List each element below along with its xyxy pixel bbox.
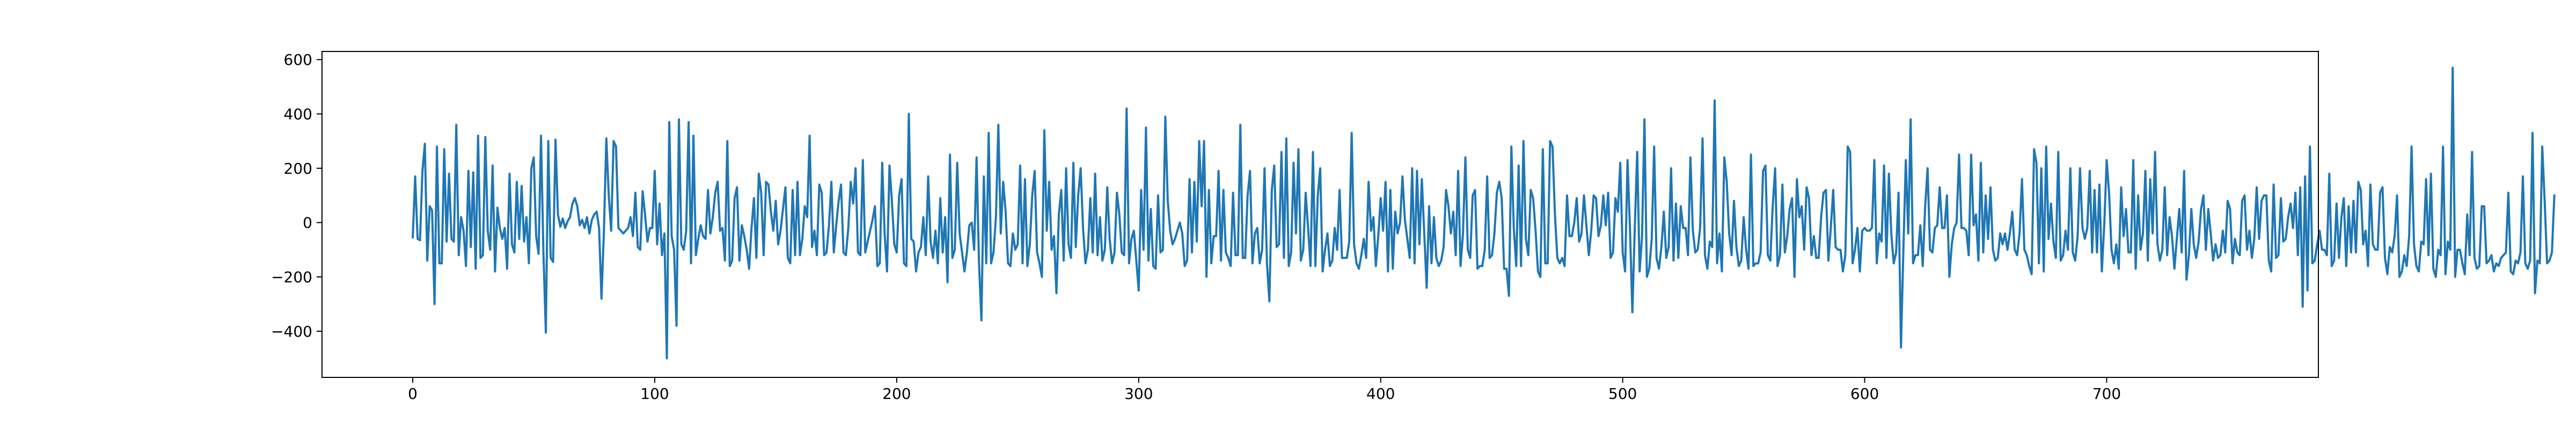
y-tick-label: −200	[271, 269, 312, 286]
x-tick-label: 100	[640, 385, 669, 403]
x-tick-label: 200	[882, 385, 911, 403]
series-layer	[412, 66, 2556, 360]
axes-ticks: 0 100 200 300 400 500 600 700 −400 −200 0 200 400 600	[271, 51, 2121, 403]
x-tick-label: 500	[1608, 385, 1637, 403]
x-tick-label: 700	[2092, 385, 2121, 403]
plot-frame	[321, 51, 2319, 378]
y-tick-label: 400	[284, 106, 312, 123]
x-tick-label: 300	[1124, 385, 1153, 403]
series-line	[412, 66, 2556, 360]
y-tick-label: 0	[303, 214, 312, 232]
y-tick-label: 600	[284, 51, 312, 69]
y-tick-label: −400	[271, 323, 312, 340]
y-tick-label: 200	[284, 160, 312, 177]
x-tick-label: 0	[408, 385, 418, 403]
x-tick-label: 600	[1850, 385, 1879, 403]
x-tick-label: 400	[1366, 385, 1395, 403]
